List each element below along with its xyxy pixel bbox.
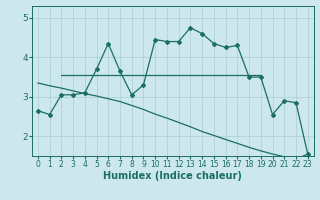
X-axis label: Humidex (Indice chaleur): Humidex (Indice chaleur) <box>103 171 242 181</box>
